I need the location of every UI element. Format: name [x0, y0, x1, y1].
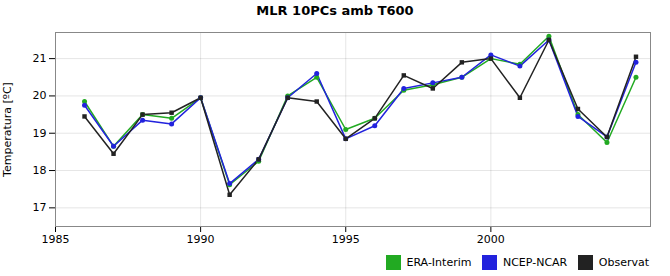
svg-text:20: 20	[33, 89, 47, 102]
svg-text:21: 21	[33, 52, 47, 65]
svg-text:1985: 1985	[42, 233, 70, 246]
html-text:MLR 10PCs amb T600: MLR 10PCs amb T600	[256, 3, 414, 18]
svg-text:18: 18	[33, 164, 47, 177]
svg-text:1990: 1990	[187, 233, 215, 246]
html-text:Observat: Observat	[598, 255, 649, 269]
svg-text:17: 17	[33, 201, 47, 214]
svg-text:19: 19	[33, 127, 47, 140]
svg-text:2000: 2000	[477, 233, 505, 246]
svg-text:1995: 1995	[332, 233, 360, 246]
svg-text:Temperatura [ºC]: Temperatura [ºC]	[1, 82, 14, 178]
html-text:ERA-Interim: ERA-Interim	[406, 255, 472, 269]
html-text:NCEP-NCAR: NCEP-NCAR	[503, 255, 568, 269]
